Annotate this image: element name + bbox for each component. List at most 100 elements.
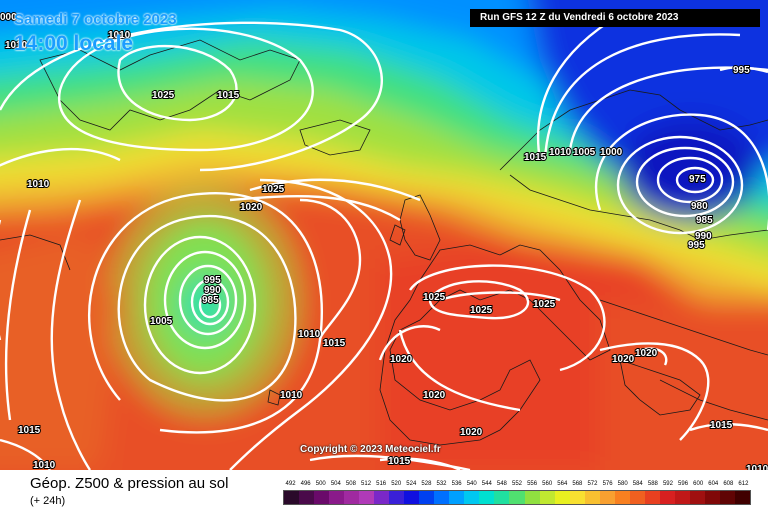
scale-value-label: 504 bbox=[330, 481, 341, 487]
isobar-label: 1015 bbox=[217, 90, 240, 101]
scale-swatch bbox=[644, 491, 660, 504]
isobar-label: 1015 bbox=[388, 456, 411, 467]
scale-swatch bbox=[419, 491, 435, 504]
scale-swatch bbox=[569, 491, 585, 504]
isobar-label: 990 bbox=[695, 231, 712, 242]
scale-swatch bbox=[689, 491, 705, 504]
scale-swatch bbox=[314, 491, 330, 504]
scale-swatch bbox=[734, 491, 750, 504]
isobars bbox=[0, 13, 768, 470]
isobar-label: 1015 bbox=[323, 338, 346, 349]
isobar-label: 1020 bbox=[390, 354, 413, 365]
scale-swatch bbox=[584, 491, 600, 504]
isobar-label: 1010 bbox=[298, 329, 321, 340]
isobar-label: 980 bbox=[691, 201, 708, 212]
scale-value-label: 552 bbox=[511, 481, 523, 487]
scale-value-label: 592 bbox=[662, 481, 673, 487]
forecast-date: Samedi 7 octobre 2023 bbox=[14, 11, 177, 28]
scale-value-label: 540 bbox=[466, 481, 477, 487]
scale-swatch bbox=[464, 491, 480, 504]
color-scale-bar bbox=[283, 490, 751, 505]
isobar-label: 1025 bbox=[423, 292, 446, 303]
scale-swatch bbox=[479, 491, 495, 504]
isobar-label: 1015 bbox=[710, 420, 733, 431]
scale-value-label: 524 bbox=[406, 481, 417, 487]
isobar-label: 1025 bbox=[262, 184, 285, 195]
scale-value-label: 556 bbox=[527, 481, 538, 487]
scale-value-label: 564 bbox=[557, 481, 568, 487]
scale-value-label: 536 bbox=[451, 481, 462, 487]
isobar-label: 1005 bbox=[573, 147, 596, 158]
isobar-label: 1010 bbox=[27, 179, 50, 190]
legend-subtitle: (+ 24h) bbox=[30, 495, 66, 507]
scale-value-label: 604 bbox=[708, 481, 719, 487]
scale-value-label: 500 bbox=[315, 481, 326, 487]
scale-value-label: 532 bbox=[436, 481, 447, 487]
scale-value-label: 612 bbox=[738, 481, 749, 487]
scale-swatch bbox=[284, 491, 300, 504]
scale-value-label: 544 bbox=[481, 481, 492, 487]
isobar-label: 1010 bbox=[108, 30, 131, 41]
scale-swatch bbox=[404, 491, 420, 504]
scale-value-label: 520 bbox=[391, 481, 402, 487]
scale-value-label: 588 bbox=[647, 481, 658, 487]
isobar-label: 1005 bbox=[150, 316, 173, 327]
scale-value-label: 600 bbox=[693, 481, 704, 487]
isobar-label: 1010 bbox=[549, 147, 572, 158]
scale-swatch bbox=[704, 491, 720, 504]
isobar-label: 1020 bbox=[423, 390, 446, 401]
isobar-label: 995 bbox=[204, 275, 221, 286]
isobar-label: 000 bbox=[0, 12, 17, 23]
isobar-label: 995 bbox=[688, 240, 705, 251]
copyright-notice: Copyright © 2023 Meteociel.fr bbox=[300, 444, 441, 455]
scale-swatch bbox=[539, 491, 555, 504]
isobar-label: 1020 bbox=[240, 202, 263, 213]
coastlines bbox=[0, 39, 768, 446]
scale-swatch bbox=[719, 491, 735, 504]
scale-value-label: 580 bbox=[617, 481, 628, 487]
isobar-label: 1020 bbox=[460, 427, 483, 438]
scale-swatch bbox=[659, 491, 675, 504]
scale-value-label: 608 bbox=[723, 481, 734, 487]
scale-swatch bbox=[359, 491, 375, 504]
isobar-label: 1015 bbox=[18, 425, 41, 436]
scale-value-label: 548 bbox=[496, 481, 507, 487]
isobar-label: 1010 bbox=[33, 460, 56, 470]
scale-swatch bbox=[524, 491, 540, 504]
isobar-label: 985 bbox=[696, 215, 713, 226]
isobar-label: 1020 bbox=[635, 348, 658, 359]
scale-swatch bbox=[509, 491, 525, 504]
scale-value-label: 576 bbox=[602, 481, 613, 487]
scale-swatch bbox=[299, 491, 315, 504]
isobar-label: 1025 bbox=[152, 90, 175, 101]
scale-swatch bbox=[389, 491, 405, 504]
forecast-time: 14:00 locale bbox=[14, 32, 134, 55]
scale-swatch bbox=[449, 491, 465, 504]
isobar-labels: 000 1010 1010 1015 1025 1025 1020 1010 9… bbox=[0, 11, 768, 470]
scale-swatch bbox=[434, 491, 450, 504]
legend-title: Géop. Z500 & pression au sol bbox=[30, 475, 229, 492]
scale-swatch bbox=[494, 491, 510, 504]
scale-value-label: 584 bbox=[632, 481, 643, 487]
scale-value-label: 516 bbox=[376, 481, 387, 487]
isobar-label: 975 bbox=[689, 174, 706, 185]
isobar-label: 1010 bbox=[5, 40, 28, 51]
geopotential-field bbox=[0, 0, 768, 470]
isobar-label: 1010 bbox=[280, 390, 303, 401]
scale-value-label: 572 bbox=[587, 481, 598, 487]
scale-swatch bbox=[599, 491, 615, 504]
scale-swatch bbox=[329, 491, 345, 504]
isobar-label: 1020 bbox=[612, 354, 635, 365]
scale-swatch bbox=[374, 491, 390, 504]
isobar-label: 995 bbox=[733, 65, 750, 76]
scale-swatch bbox=[629, 491, 645, 504]
isobar-label: 1025 bbox=[533, 299, 556, 310]
scale-swatch bbox=[674, 491, 690, 504]
scale-swatch bbox=[344, 491, 360, 504]
pressure-geopotential-map: 000 1010 1010 1015 1025 1025 1020 1010 9… bbox=[0, 0, 768, 470]
scale-value-label: 492 bbox=[285, 481, 296, 487]
scale-swatch bbox=[554, 491, 570, 504]
scale-swatch bbox=[614, 491, 630, 504]
isobar-label: 990 bbox=[204, 285, 221, 296]
